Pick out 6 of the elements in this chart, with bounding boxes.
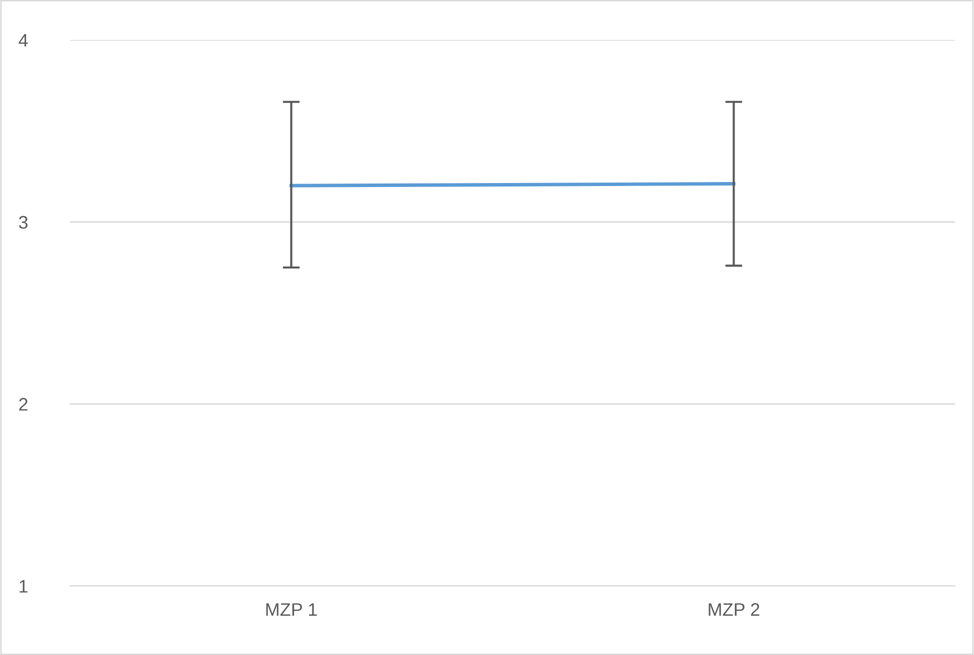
- y-tick-label: 2: [19, 398, 28, 411]
- y-tick-label: 4: [18, 34, 28, 47]
- x-tick-label: MZP 2: [708, 603, 760, 616]
- y-tick-label: 3: [18, 216, 28, 229]
- x-tick-label: MZP 1: [266, 603, 317, 616]
- y-tick-label: 1: [20, 580, 28, 593]
